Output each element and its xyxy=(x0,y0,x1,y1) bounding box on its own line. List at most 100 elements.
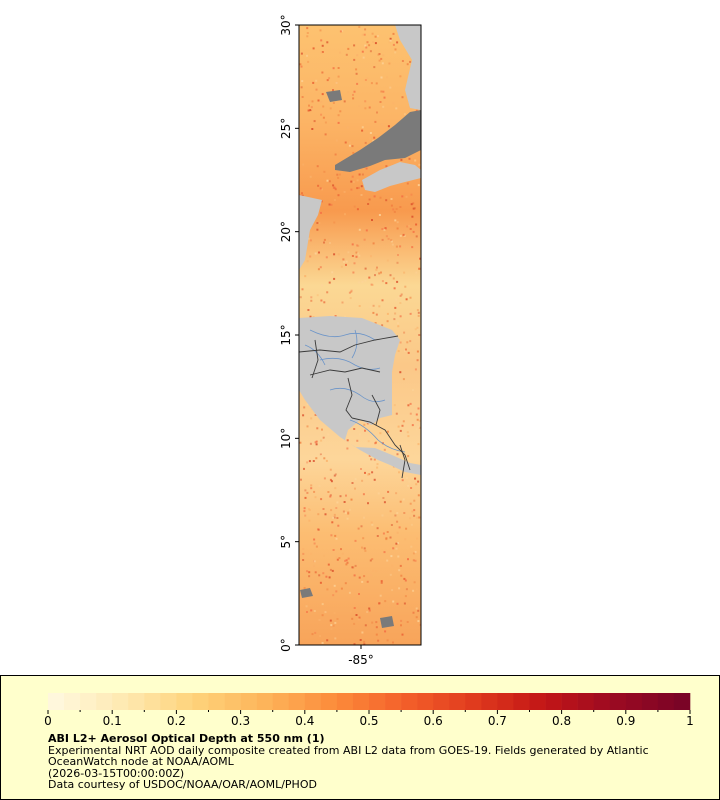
aod-speckle xyxy=(375,268,378,271)
aod-speckle xyxy=(334,153,337,156)
aod-speckle xyxy=(369,132,372,134)
aod-speckle xyxy=(370,82,373,85)
aod-speckle xyxy=(408,480,411,483)
aod-speckle xyxy=(347,91,350,94)
aod-speckle xyxy=(402,420,405,423)
aod-speckle xyxy=(409,340,412,343)
aod-speckle xyxy=(299,296,302,299)
aod-speckle xyxy=(345,53,348,56)
aod-speckle xyxy=(386,559,389,562)
colorbar-cell xyxy=(176,693,193,710)
aod-speckle xyxy=(414,207,416,210)
aod-speckle xyxy=(331,283,334,285)
aod-speckle xyxy=(380,90,383,93)
colorbar-cell xyxy=(192,693,209,710)
aod-speckle xyxy=(364,429,366,432)
land-cuba xyxy=(362,162,421,192)
aod-speckle xyxy=(406,182,409,185)
aod-speckle xyxy=(320,100,323,103)
aod-speckle xyxy=(412,589,415,592)
aod-speckle xyxy=(407,484,410,487)
aod-speckle xyxy=(336,558,339,561)
aod-speckle xyxy=(418,163,421,166)
aod-speckle xyxy=(319,29,322,32)
aod-speckle xyxy=(374,120,377,123)
aod-speckle xyxy=(409,402,412,405)
aod-speckle xyxy=(389,37,392,40)
aod-speckle xyxy=(363,238,366,241)
aod-speckle xyxy=(413,514,416,517)
colorbar-cell xyxy=(112,693,129,710)
aod-speckle xyxy=(395,298,398,301)
aod-speckle xyxy=(339,51,342,54)
aod-speckle xyxy=(401,60,404,62)
aod-speckle xyxy=(349,141,352,144)
colorbar-tick-label: 0.4 xyxy=(295,714,314,728)
colorbar-cell xyxy=(593,693,611,710)
colorbar-tick-label: 0 xyxy=(44,714,52,728)
aod-speckle xyxy=(399,294,402,297)
aod-speckle xyxy=(412,202,415,205)
aod-speckle xyxy=(370,283,373,286)
aod-speckle xyxy=(332,516,335,519)
aod-speckle xyxy=(375,570,378,573)
aod-speckle xyxy=(310,574,313,577)
aod-speckle xyxy=(359,433,361,436)
aod-speckle xyxy=(323,301,326,304)
aod-speckle xyxy=(387,125,390,128)
aod-speckle xyxy=(404,350,406,352)
aod-speckle xyxy=(300,52,303,55)
aod-speckle xyxy=(333,186,336,189)
aod-speckle xyxy=(412,207,415,210)
aod-speckle xyxy=(366,580,369,583)
aod-speckle xyxy=(344,512,347,514)
aod-speckle xyxy=(383,501,386,504)
aod-speckle xyxy=(382,105,385,108)
colorbar-cell xyxy=(577,693,594,710)
aod-speckle xyxy=(320,454,323,457)
aod-speckle xyxy=(361,50,364,53)
aod-speckle xyxy=(339,30,342,33)
aod-speckle xyxy=(398,526,401,529)
aod-speckle xyxy=(395,542,398,545)
aod-speckle xyxy=(357,244,360,247)
aod-speckle xyxy=(409,517,412,520)
aod-speckle xyxy=(322,508,325,510)
aod-speckle xyxy=(399,431,402,434)
aod-speckle xyxy=(352,271,355,274)
aod-speckle xyxy=(332,624,335,627)
aod-speckle xyxy=(395,107,398,110)
aod-speckle xyxy=(374,42,377,45)
aod-speckle xyxy=(315,79,318,82)
aod-speckle xyxy=(385,235,388,238)
colorbar-cell xyxy=(385,693,402,710)
aod-speckle xyxy=(326,41,329,44)
aod-speckle xyxy=(397,325,400,328)
aod-speckle xyxy=(361,580,364,583)
aod-speckle xyxy=(343,190,346,193)
aod-speckle xyxy=(390,198,393,200)
aod-speckle xyxy=(400,624,402,627)
land-mexico-west xyxy=(299,195,322,270)
aod-speckle xyxy=(416,350,419,353)
aod-speckle xyxy=(314,252,317,255)
colorbar-cell xyxy=(48,693,65,710)
aod-speckle xyxy=(302,163,305,166)
aod-speckle xyxy=(403,512,406,514)
aod-speckle xyxy=(310,296,313,299)
aod-speckle xyxy=(378,214,381,216)
aod-speckle xyxy=(334,621,337,624)
aod-speckle xyxy=(361,126,364,129)
aod-speckle xyxy=(333,612,336,614)
aod-speckle xyxy=(353,44,356,47)
aod-speckle xyxy=(356,252,359,255)
aod-speckle xyxy=(342,258,345,261)
aod-speckle xyxy=(330,480,333,483)
aod-speckle xyxy=(382,90,385,93)
aod-speckle xyxy=(379,594,382,597)
aod-speckle xyxy=(330,203,333,206)
aod-speckle xyxy=(395,208,398,210)
aod-speckle xyxy=(367,502,369,505)
aod-speckle xyxy=(366,422,369,425)
aod-speckle xyxy=(342,510,345,513)
